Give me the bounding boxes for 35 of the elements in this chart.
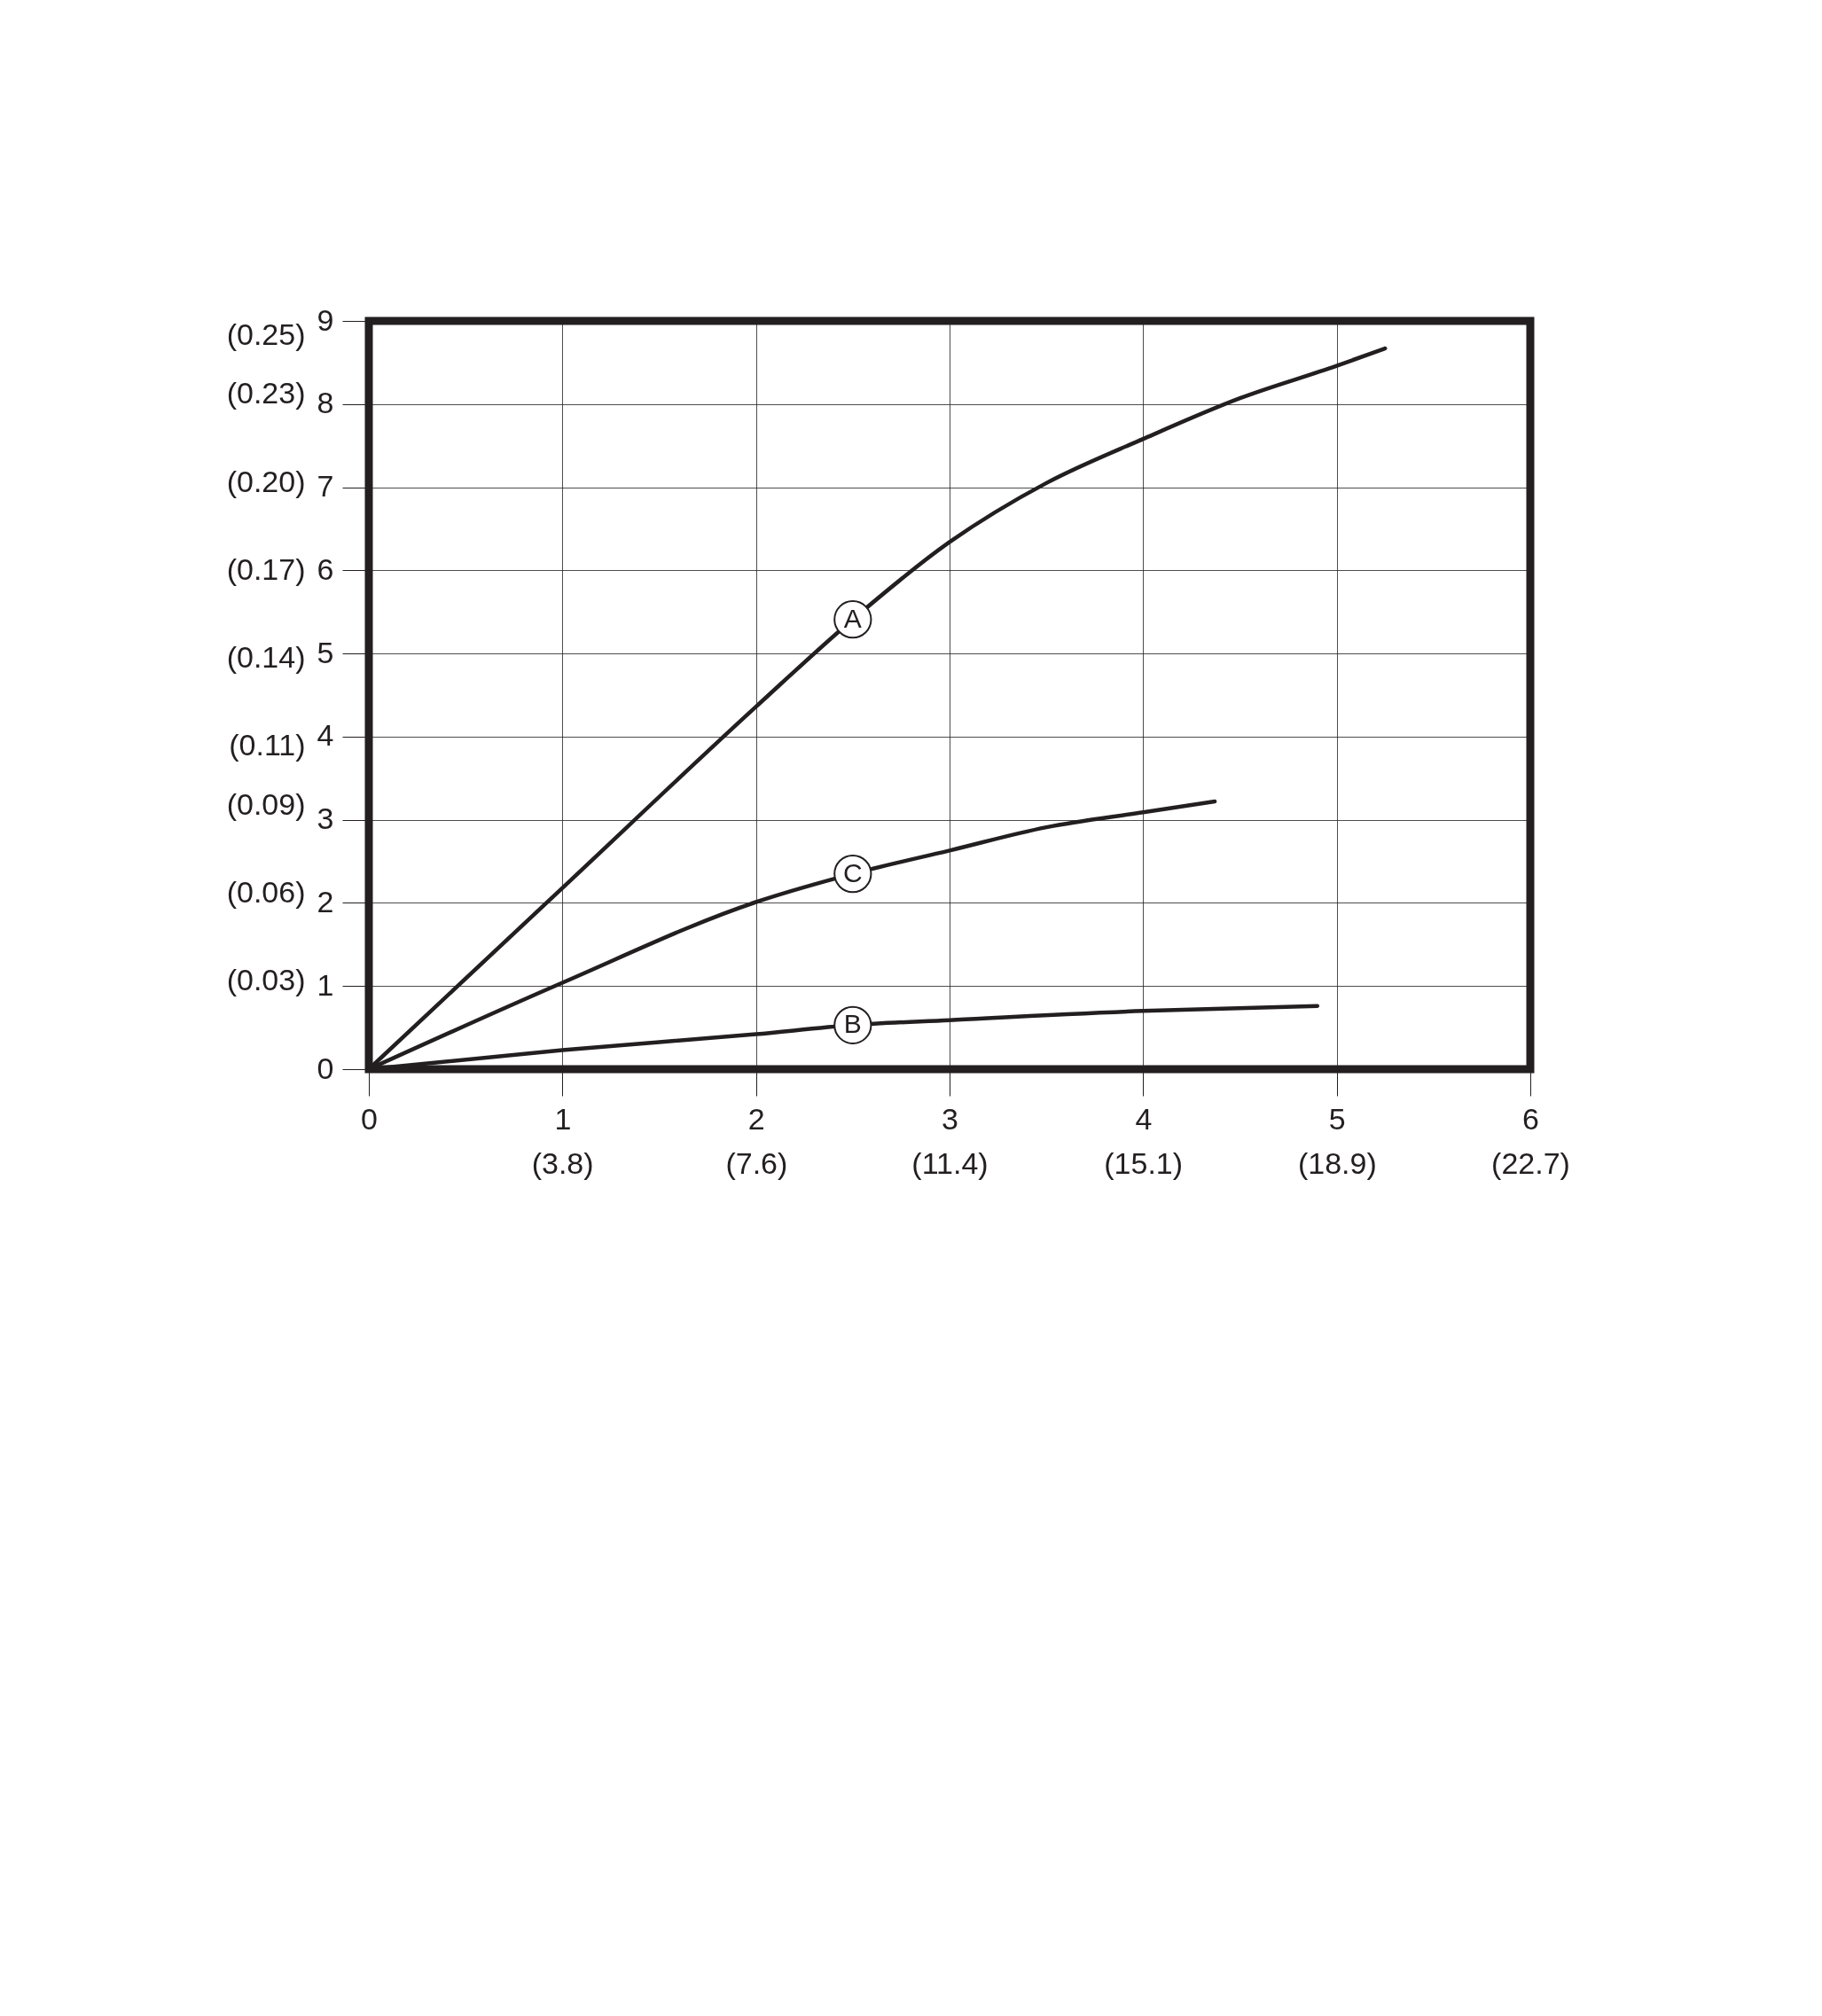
series-label: B [843,1009,862,1039]
y2-tick-label: (0.09) [226,786,306,821]
x2-tick-label: (3.8) [531,1145,594,1180]
x-tick-label: 5 [1328,1101,1346,1136]
y-tick-label: 7 [317,469,334,504]
y2-tick-label: (0.03) [226,963,306,997]
y2-tick-label: (0.23) [226,376,306,410]
y2-tick-label: (0.11) [229,728,306,762]
series-label: A [843,603,862,633]
x-tick-label: 1 [554,1101,572,1136]
y2-tick-label: (0.06) [226,874,306,909]
x2-tick-label: (11.4) [911,1145,989,1180]
y-tick-label: 6 [317,551,334,586]
y2-tick-label: (0.17) [226,551,306,586]
x-tick-label: 3 [942,1101,958,1136]
y-tick-label: 3 [317,801,334,836]
x2-tick-label: (18.9) [1297,1145,1377,1180]
y-tick-label: 5 [317,635,334,669]
y-tick-label: 9 [317,302,334,337]
y2-tick-label: (0.25) [226,317,306,352]
x-tick-label: 2 [747,1101,765,1136]
x-tick-label: 4 [1135,1101,1153,1136]
y-tick-label: 1 [317,967,334,1002]
x2-tick-label: (22.7) [1491,1145,1570,1180]
x2-tick-label: (15.1) [1104,1145,1184,1180]
y-tick-label: 8 [317,386,334,420]
y-tick-label: 2 [317,884,334,918]
y-tick-label: 0 [317,1051,334,1085]
y-tick-label: 4 [317,718,334,753]
x2-tick-label: (7.6) [725,1145,788,1180]
series-label: C [843,857,863,887]
x-tick-label: 0 [361,1101,378,1136]
y2-tick-label: (0.14) [226,640,306,675]
y2-tick-label: (0.20) [226,464,306,498]
x-tick-label: 6 [1522,1101,1539,1136]
